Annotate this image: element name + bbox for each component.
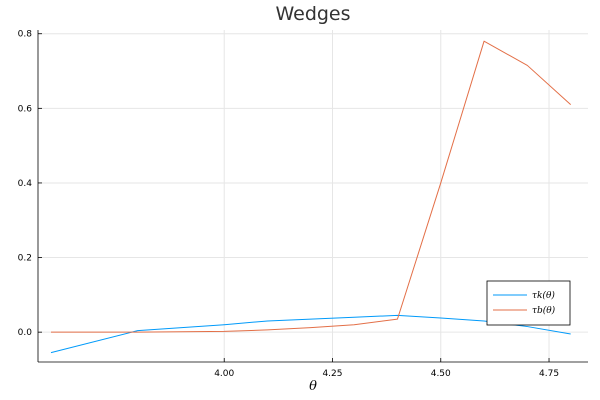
- y-tick-label: 0.4: [18, 179, 33, 189]
- legend-label-0: τk(θ): [532, 290, 555, 301]
- chart-title: Wedges: [275, 3, 350, 25]
- legend-box: [486, 280, 571, 326]
- y-tick-label: 0.8: [18, 30, 33, 40]
- x-tick-label: 4.25: [322, 369, 342, 379]
- series-line-1: [50, 40, 572, 333]
- x-tick-label: 4.00: [214, 369, 234, 379]
- y-tick-label: 0.0: [18, 328, 33, 338]
- legend-label-1: τb(θ): [532, 305, 556, 316]
- axis-ticks: 4.00 4.25 4.50 4.75 0.0 0.2 0.4 0.6 0.8: [18, 30, 559, 379]
- legend: τk(θ) τb(θ): [486, 280, 571, 326]
- y-tick-label: 0.6: [18, 104, 33, 114]
- y-tick-label: 0.2: [18, 254, 32, 264]
- x-tick-label: 4.75: [539, 369, 559, 379]
- x-axis-label: θ: [309, 379, 317, 394]
- x-tick-label: 4.50: [431, 369, 451, 379]
